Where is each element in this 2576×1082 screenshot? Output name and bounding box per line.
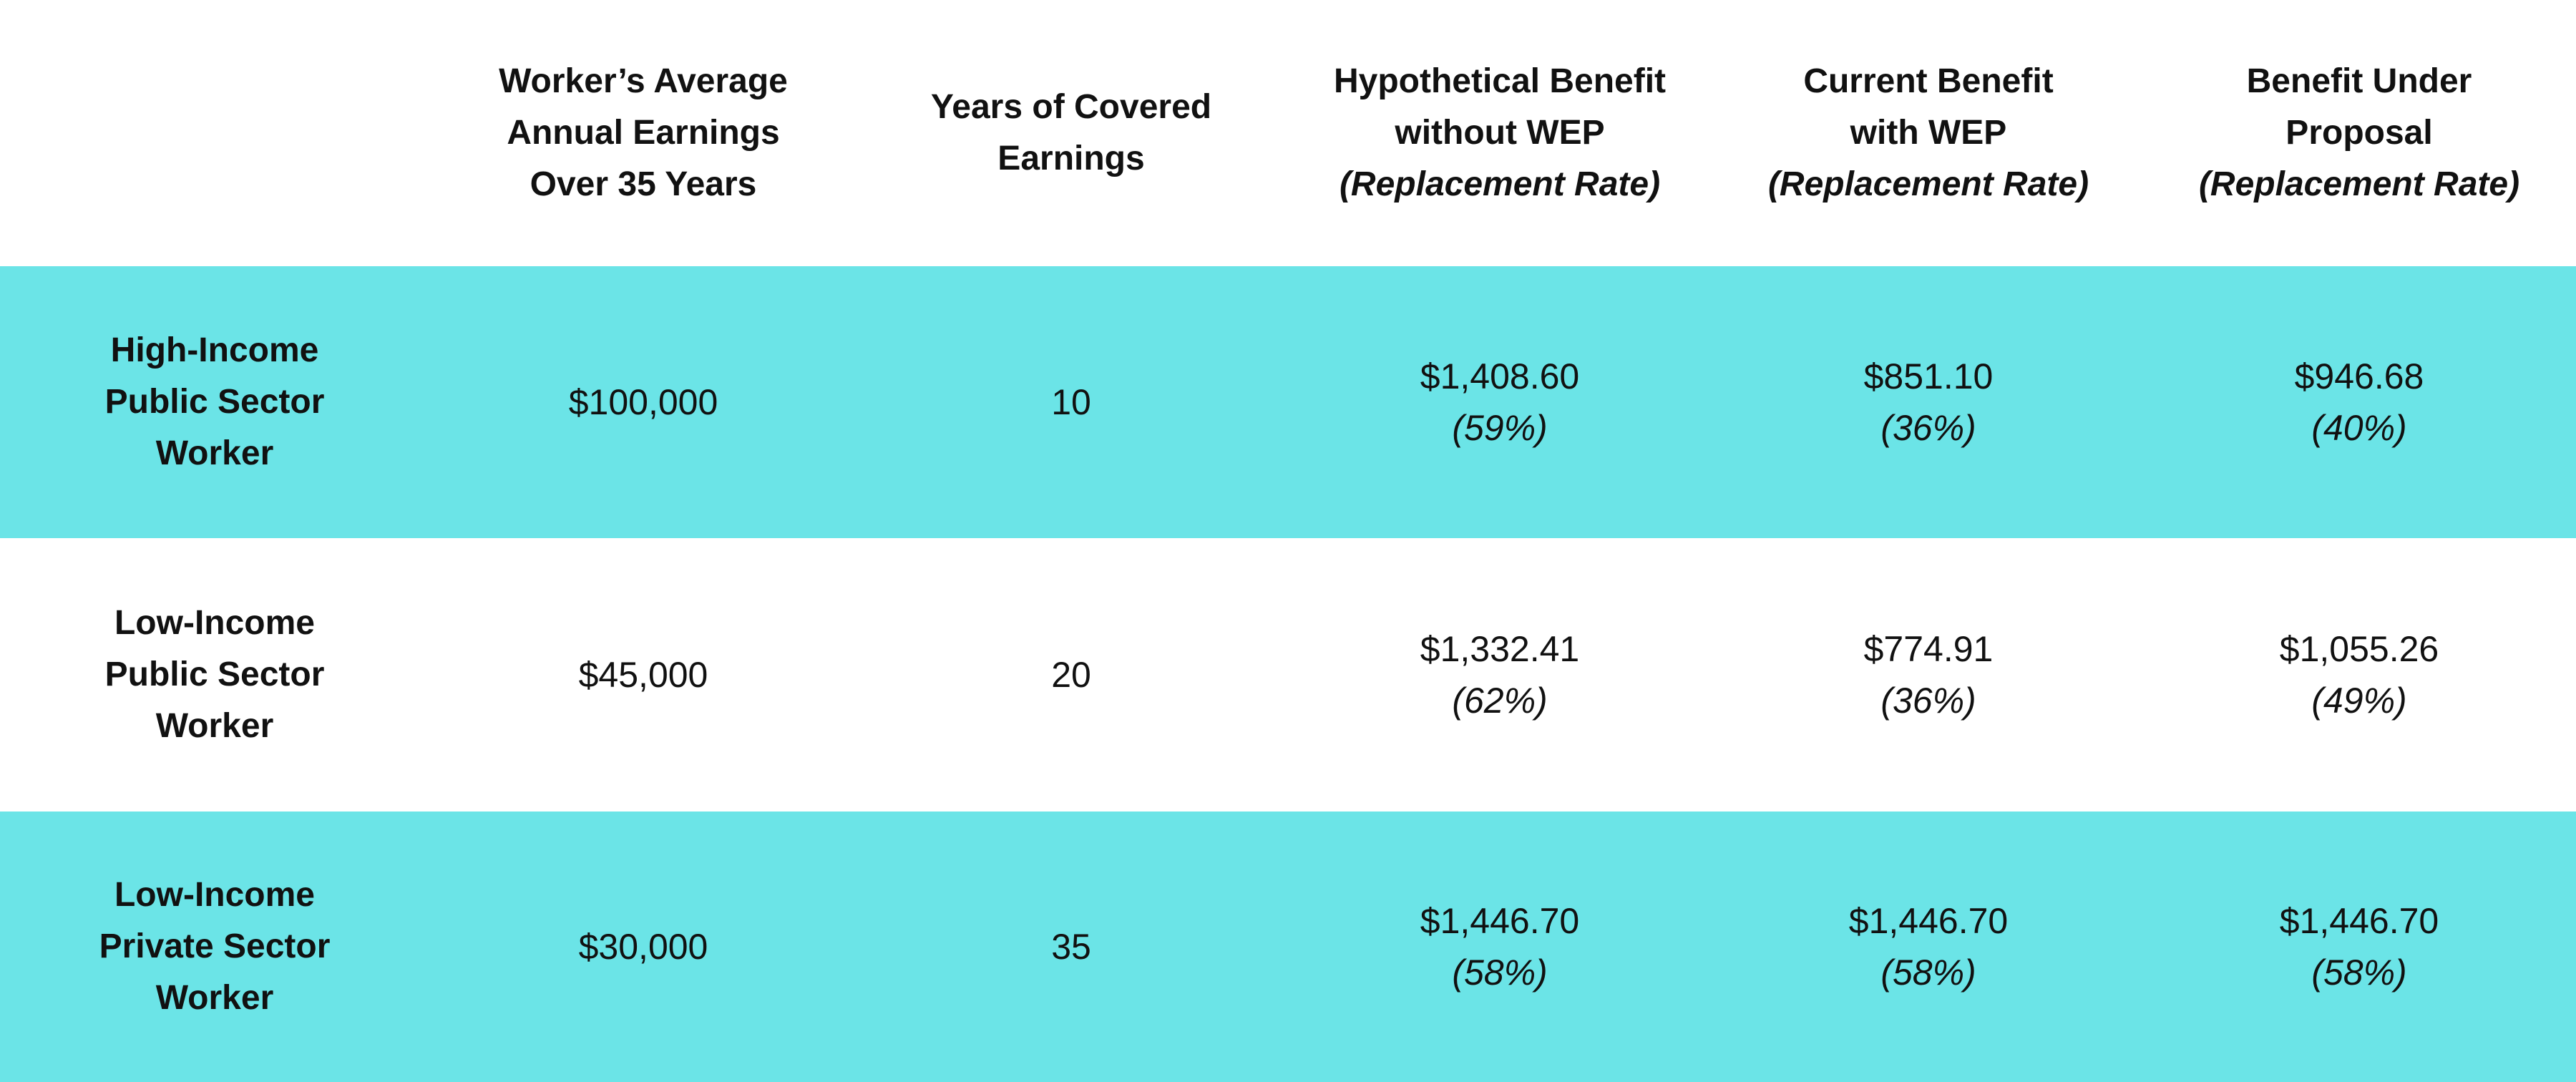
header-corner-cell (0, 0, 429, 266)
table-header-row: Worker’s Average Annual Earnings Over 35… (0, 0, 2576, 266)
header-text-line: Proposal (2285, 114, 2433, 152)
replacement-rate: (62%) (1452, 681, 1548, 721)
row-label-line: Worker (155, 979, 274, 1017)
row-label: Low-Income Public Sector Worker (0, 538, 429, 812)
header-replacement-rate-note: (Replacement Rate) (1339, 165, 1661, 203)
years-covered-cell: 20 (857, 538, 1285, 812)
replacement-rate: (58%) (1880, 952, 1976, 993)
header-replacement-rate-note: (Replacement Rate) (2198, 165, 2520, 203)
row-label: Low-Income Private Sector Worker (0, 812, 429, 1082)
years-covered-cell: 35 (857, 812, 1285, 1082)
hypothetical-benefit-cell: $1,332.41 (62%) (1285, 538, 1714, 812)
current-benefit-cell: $851.10 (36%) (1714, 266, 2142, 538)
replacement-rate: (58%) (1452, 952, 1548, 993)
header-replacement-rate-note: (Replacement Rate) (1767, 165, 2089, 203)
header-text-line: Over 35 Years (530, 165, 757, 203)
header-text-line: with WEP (1850, 114, 2007, 152)
replacement-rate: (58%) (2311, 952, 2407, 993)
hypothetical-benefit-cell: $1,446.70 (58%) (1285, 812, 1714, 1082)
benefit-amount: $1,446.70 (2279, 901, 2439, 941)
benefit-amount: $774.91 (1863, 629, 1994, 669)
row-label-line: Low-Income (114, 876, 315, 914)
proposal-benefit-cell: $1,446.70 (58%) (2142, 812, 2576, 1082)
header-hypothetical-benefit: Hypothetical Benefit without WEP (Replac… (1285, 0, 1714, 266)
header-average-earnings: Worker’s Average Annual Earnings Over 35… (429, 0, 857, 266)
benefit-amount: $946.68 (2294, 356, 2424, 396)
replacement-rate: (36%) (1880, 408, 1976, 448)
average-earnings-value: $100,000 (568, 382, 718, 422)
benefit-amount: $1,332.41 (1420, 629, 1580, 669)
header-text-line: Benefit Under (2246, 62, 2472, 100)
row-label: High-Income Public Sector Worker (0, 266, 429, 538)
proposal-benefit-cell: $1,055.26 (49%) (2142, 538, 2576, 812)
header-text-line: Annual Earnings (507, 114, 780, 152)
benefit-amount: $851.10 (1863, 356, 1994, 396)
header-text-line: without WEP (1395, 114, 1605, 152)
row-label-line: Public Sector (104, 383, 325, 421)
current-benefit-cell: $1,446.70 (58%) (1714, 812, 2142, 1082)
current-benefit-cell: $774.91 (36%) (1714, 538, 2142, 812)
table-row: Low-Income Public Sector Worker $45,000 … (0, 538, 2576, 812)
replacement-rate: (59%) (1452, 408, 1548, 448)
hypothetical-benefit-cell: $1,408.60 (59%) (1285, 266, 1714, 538)
table-row: Low-Income Private Sector Worker $30,000… (0, 812, 2576, 1082)
row-label-line: Private Sector (99, 927, 331, 965)
average-earnings-cell: $100,000 (429, 266, 857, 538)
header-text-line: Earnings (997, 140, 1145, 177)
average-earnings-cell: $30,000 (429, 812, 857, 1082)
benefit-amount: $1,055.26 (2279, 629, 2439, 669)
row-label-line: High-Income (110, 331, 319, 369)
years-covered-value: 10 (1051, 382, 1091, 422)
years-covered-value: 35 (1051, 927, 1091, 967)
replacement-rate: (36%) (1880, 681, 1976, 721)
proposal-benefit-cell: $946.68 (40%) (2142, 266, 2576, 538)
replacement-rate: (40%) (2311, 408, 2407, 448)
header-years-covered: Years of Covered Earnings (857, 0, 1285, 266)
table-row: High-Income Public Sector Worker $100,00… (0, 266, 2576, 538)
average-earnings-value: $30,000 (578, 927, 708, 967)
header-text-line: Hypothetical Benefit (1333, 62, 1667, 100)
benefit-amount: $1,446.70 (1848, 901, 2009, 941)
row-label-line: Low-Income (114, 604, 315, 642)
row-label-line: Worker (155, 434, 274, 472)
header-text-line: Current Benefit (1803, 62, 2054, 100)
row-label-line: Public Sector (104, 655, 325, 693)
header-text-line: Worker’s Average (499, 62, 788, 100)
average-earnings-cell: $45,000 (429, 538, 857, 812)
header-text-line: Years of Covered (930, 88, 1212, 126)
average-earnings-value: $45,000 (578, 655, 708, 695)
header-current-benefit: Current Benefit with WEP (Replacement Ra… (1714, 0, 2142, 266)
benefit-amount: $1,408.60 (1420, 356, 1580, 396)
years-covered-value: 20 (1051, 655, 1091, 695)
header-proposal-benefit: Benefit Under Proposal (Replacement Rate… (2142, 0, 2576, 266)
replacement-rate: (49%) (2311, 681, 2407, 721)
row-label-line: Worker (155, 707, 274, 745)
benefit-amount: $1,446.70 (1420, 901, 1580, 941)
years-covered-cell: 10 (857, 266, 1285, 538)
